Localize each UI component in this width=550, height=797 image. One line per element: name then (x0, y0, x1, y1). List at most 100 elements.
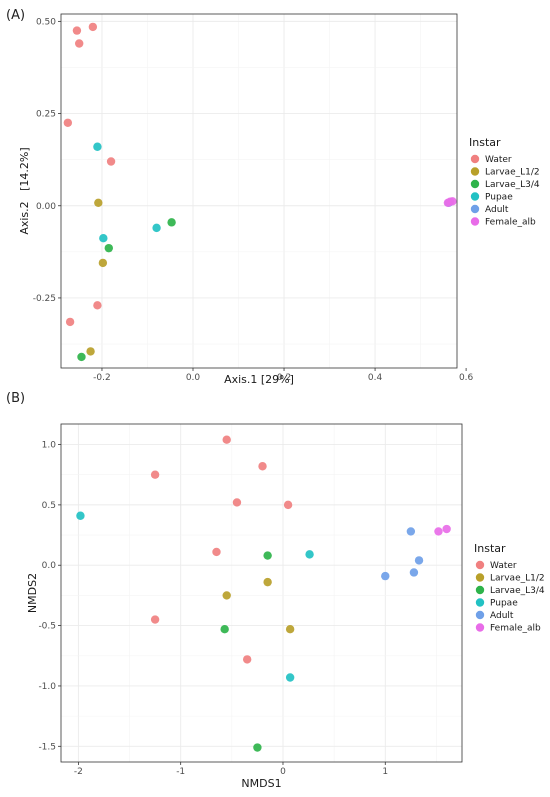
chart-panel-b: (B) -2 -1 0 1 -1.5 -1.0 -0.5 0.0 0.5 1.0 NMDS1 NMDS2… (6, 391, 545, 790)
legend-key (470, 204, 480, 214)
plot-background (61, 424, 462, 762)
legend-entry: Water (470, 154, 512, 165)
legend-label: Adult (485, 205, 509, 215)
legend-entry: Female_alb (475, 623, 541, 634)
data-point-water (63, 118, 73, 127)
legend-entry: Larvae_L3/4 (475, 585, 545, 596)
data-point-larvae-l1-2 (222, 591, 231, 600)
panel-label: (B) (6, 391, 25, 406)
legend-label: Female_alb (490, 624, 541, 634)
legend-key (470, 179, 480, 189)
legend-entry: Pupae (475, 598, 518, 609)
legend-label: Larvae_L3/4 (485, 180, 540, 190)
y-tick-label: 0.00 (36, 202, 56, 212)
y-tick-label: 0.50 (36, 17, 56, 27)
panel-label: (A) (6, 8, 25, 23)
legend-key (470, 154, 480, 164)
data-point-pupae (99, 234, 108, 243)
data-point-adult (414, 556, 424, 565)
y-tick-label: 0.25 (36, 110, 56, 120)
y-tick-label: -0.25 (33, 294, 56, 304)
data-point-female-alb (448, 197, 457, 206)
x-tick-label: -0.2 (93, 373, 111, 383)
gridlines (61, 14, 457, 368)
data-point-water (150, 615, 160, 624)
data-point-pupae (305, 550, 314, 559)
data-point-larvae-l3-4 (167, 218, 176, 227)
y-tick-label: 1.0 (42, 441, 57, 451)
legend-label: Adult (490, 611, 514, 621)
legend-entry: Larvae_L3/4 (470, 179, 540, 190)
plot-background (61, 14, 457, 368)
legend: Instar Water Larvae_L1/2 Larvae_L3/4 Pupae Ad… (469, 136, 540, 228)
data-point-adult (406, 527, 416, 536)
data-point-larvae-l3-4 (263, 551, 272, 560)
legend-label: Female_alb (485, 218, 536, 228)
legend-key (475, 585, 485, 595)
data-point-water (72, 26, 82, 35)
data-point-water (212, 547, 221, 557)
legend-entry: Female_alb (470, 217, 536, 228)
data-point-larvae-l3-4 (77, 352, 86, 362)
data-point-water (258, 462, 267, 471)
x-tick-label: 0.6 (459, 373, 474, 383)
data-point-pupae (93, 142, 102, 151)
legend-entry: Adult (470, 204, 509, 215)
data-point-water (242, 655, 252, 664)
data-point-water (283, 500, 293, 510)
legend-entry: Pupae (470, 192, 513, 203)
x-tick-label: 0.4 (368, 373, 383, 383)
data-point-larvae-l3-4 (253, 743, 262, 752)
y-axis-title: Axis.2 [14.2%] (18, 147, 31, 234)
data-point-adult (381, 571, 390, 581)
legend-key (470, 192, 480, 201)
data-point-female-alb (434, 527, 443, 536)
legend-key (470, 167, 480, 176)
x-tick-label: -1 (176, 767, 185, 777)
legend-label: Larvae_L1/2 (485, 168, 540, 178)
data-point-larvae-l1-2 (98, 258, 108, 268)
x-tick-label: 1 (382, 767, 388, 777)
legend-label: Water (490, 561, 517, 571)
data-point-water (150, 470, 160, 479)
data-point-larvae-l1-2 (94, 198, 103, 207)
legend-label: Pupae (490, 599, 518, 609)
legend-key (475, 560, 485, 570)
data-point-larvae-l1-2 (86, 347, 95, 356)
x-tick-label: 0.2 (277, 373, 291, 383)
legend-entry: Adult (475, 610, 514, 621)
data-point-pupae (285, 673, 295, 682)
data-point-water (75, 39, 84, 48)
x-tick-label: -2 (74, 767, 83, 777)
legend-entry: Larvae_L1/2 (475, 573, 545, 584)
data-point-water (232, 498, 242, 507)
plot-frame (60, 423, 463, 763)
y-tick-label: 0.0 (42, 561, 57, 571)
data-point-water (222, 435, 231, 444)
legend-key (475, 610, 485, 620)
legend-entry: Larvae_L1/2 (470, 167, 540, 178)
legend-title: Instar (474, 542, 506, 555)
y-tick-label: -1.0 (38, 682, 56, 692)
data-points (63, 22, 457, 362)
plot-frame (60, 13, 458, 369)
data-point-adult (409, 568, 419, 577)
legend-label: Larvae_L1/2 (490, 574, 545, 584)
legend-key (475, 573, 485, 582)
data-point-water (93, 301, 102, 310)
y-axis-title: NMDS2 (26, 573, 39, 613)
legend-key (475, 598, 485, 607)
legend: Instar Water Larvae_L1/2 Larvae_L3/4 Pupae Ad… (474, 542, 545, 634)
x-tick-label: 0 (280, 767, 286, 777)
data-point-pupae (152, 223, 161, 233)
legend-entry: Water (475, 560, 517, 571)
legend-key (470, 217, 480, 226)
data-point-water (88, 22, 98, 32)
y-tick-label: -1.5 (38, 742, 56, 752)
data-point-water (65, 317, 75, 327)
data-point-pupae (76, 511, 85, 520)
legend-key (475, 623, 485, 632)
legend-title: Instar (469, 136, 501, 149)
x-axis-title: Axis.1 [29%] (224, 373, 294, 386)
